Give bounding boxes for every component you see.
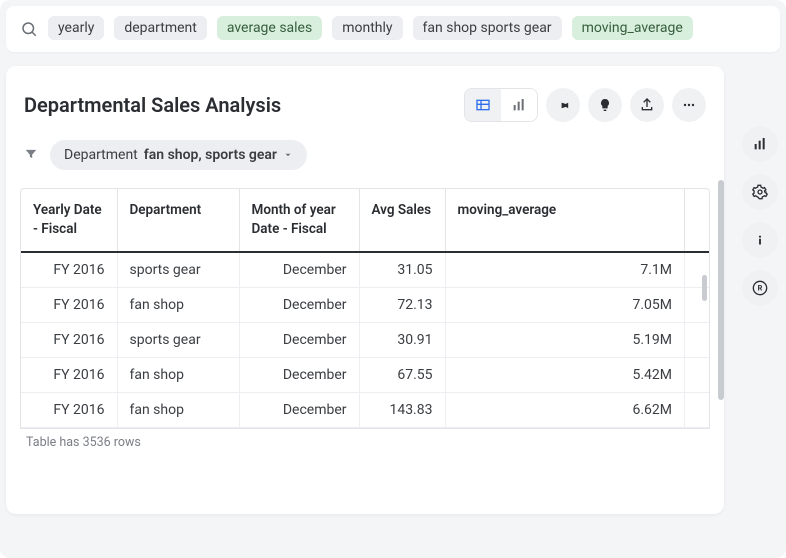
pin-button[interactable] [546,88,580,122]
filter-value: fan shop, sports gear [144,147,277,163]
filter-pill-department[interactable]: Department fan shop, sports gear [50,140,307,170]
table-view-button[interactable] [465,89,501,121]
search-chip[interactable]: average sales [217,16,322,40]
table-cell: 30.91 [359,322,445,357]
scrollbar[interactable] [718,180,724,400]
table-cell: 5.19M [445,322,685,357]
column-header[interactable]: Department [117,189,239,252]
chart-view-button[interactable] [501,89,537,121]
data-table: Yearly Date - FiscalDepartmentMonth of y… [20,188,710,429]
table-cell: FY 2016 [21,287,117,322]
table-cell: 5.42M [445,357,685,392]
table-cell: 143.83 [359,392,445,427]
svg-text:R: R [758,284,763,293]
card-toolbar [464,88,706,122]
table-cell: 31.05 [359,252,445,288]
rail-info-button[interactable] [742,222,778,258]
search-bar[interactable]: yearly department average sales monthly fan … [6,6,780,52]
table-cell: fan shop [117,357,239,392]
filter-prefix: Department [64,147,138,163]
search-chip[interactable]: yearly [48,16,104,40]
column-header[interactable]: Yearly Date - Fiscal [21,189,117,252]
search-icon [20,16,38,42]
table-cell: December [239,287,359,322]
share-button[interactable] [630,88,664,122]
table-cell: FY 2016 [21,392,117,427]
more-button[interactable] [672,88,706,122]
table-cell: FY 2016 [21,252,117,288]
analysis-card: Departmental Sales Analysis [6,66,724,514]
search-chip[interactable]: department [114,16,206,40]
table-cell-blank [685,392,710,427]
table-cell: fan shop [117,392,239,427]
table-cell: 6.62M [445,392,685,427]
search-chip[interactable]: moving_average [572,16,693,40]
column-header[interactable]: moving_average [445,189,685,252]
table-cell: December [239,357,359,392]
chevron-down-icon [283,150,293,160]
table-cell: fan shop [117,287,239,322]
table-cell: FY 2016 [21,322,117,357]
column-header[interactable]: Month of year Date - Fiscal [239,189,359,252]
filter-icon [24,146,38,165]
table-cell: December [239,322,359,357]
rail-settings-button[interactable] [742,174,778,210]
right-rail: R [742,126,778,306]
column-header-blank [685,189,710,252]
search-chip[interactable]: fan shop sports gear [413,16,562,40]
column-header[interactable]: Avg Sales [359,189,445,252]
table-cell: 67.55 [359,357,445,392]
rail-chart-button[interactable] [742,126,778,162]
table-row[interactable]: FY 2016fan shopDecember72.137.05M [21,287,709,322]
table-row[interactable]: FY 2016fan shopDecember67.555.42M [21,357,709,392]
table-footer: Table has 3536 rows [20,429,710,450]
table-row[interactable]: FY 2016sports gearDecember31.057.1M [21,252,709,288]
page-title: Departmental Sales Analysis [24,93,281,117]
table-cell-blank [685,357,710,392]
table-row[interactable]: FY 2016fan shopDecember143.836.62M [21,392,709,427]
table-row[interactable]: FY 2016sports gearDecember30.915.19M [21,322,709,357]
view-toggle [464,88,538,122]
lightbulb-button[interactable] [588,88,622,122]
table-cell: 7.05M [445,287,685,322]
table-cell: FY 2016 [21,357,117,392]
table-cell: sports gear [117,252,239,288]
table-cell: sports gear [117,322,239,357]
table-cell: December [239,392,359,427]
table-cell-blank [685,322,710,357]
table-cell: 72.13 [359,287,445,322]
rail-r-button[interactable]: R [742,270,778,306]
table-cell: 7.1M [445,252,685,288]
table-cell: December [239,252,359,288]
search-chip[interactable]: monthly [332,16,402,40]
table-scrollbar[interactable] [702,275,707,301]
